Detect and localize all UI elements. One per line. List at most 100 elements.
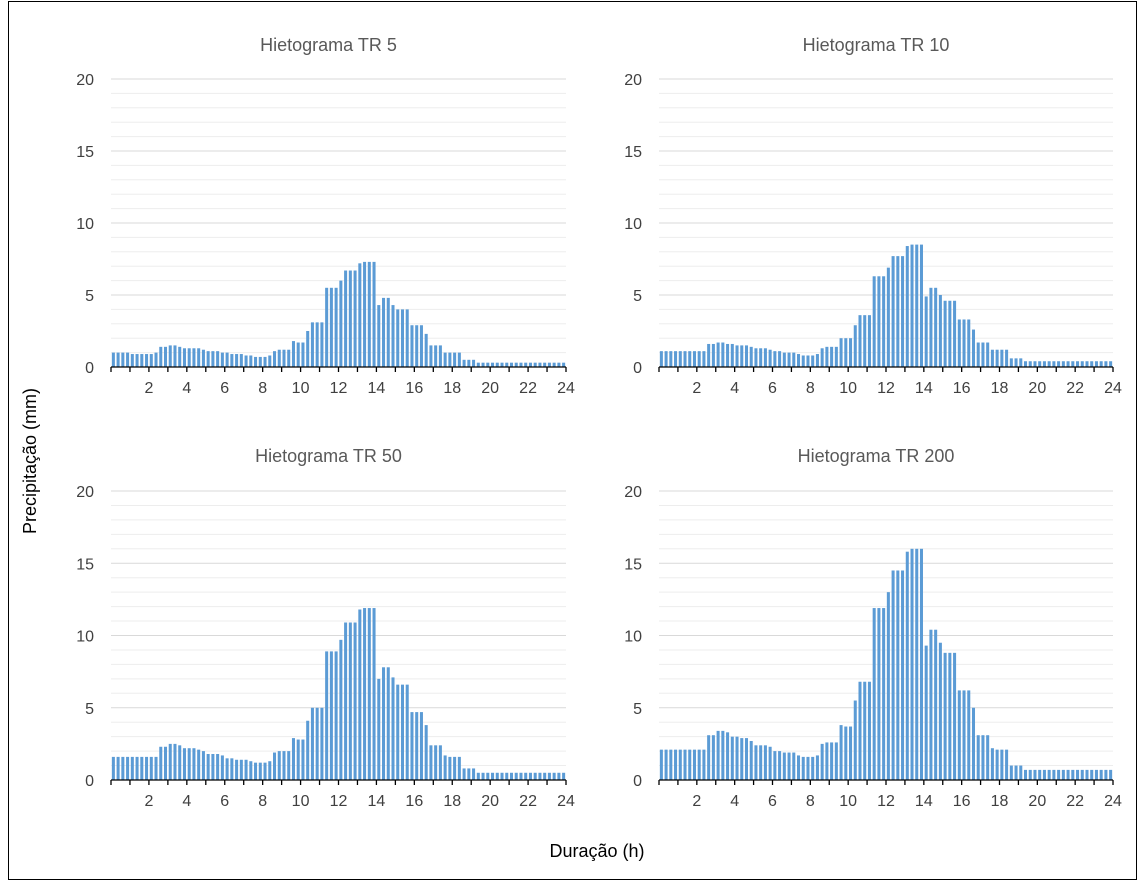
bar xyxy=(967,319,971,367)
bar xyxy=(1005,349,1009,367)
bar xyxy=(1109,769,1113,780)
bar xyxy=(121,756,125,780)
bar xyxy=(901,256,905,367)
x-tick-label: 22 xyxy=(1066,793,1084,810)
bar xyxy=(744,345,749,367)
bar xyxy=(339,280,343,367)
bar xyxy=(481,362,485,367)
bar xyxy=(1090,361,1094,367)
bar xyxy=(391,305,395,367)
bar xyxy=(825,742,829,780)
bar xyxy=(239,759,243,780)
bar xyxy=(372,261,376,367)
bar xyxy=(315,322,319,367)
bar xyxy=(683,749,687,780)
bar xyxy=(901,570,905,780)
bar xyxy=(481,772,485,780)
bar xyxy=(533,362,537,367)
x-tick-label: 8 xyxy=(806,380,815,397)
bar xyxy=(976,342,980,367)
bar xyxy=(995,749,999,780)
bar xyxy=(111,352,115,367)
bar xyxy=(344,270,348,367)
bar xyxy=(754,348,758,367)
bar xyxy=(886,592,890,780)
bar xyxy=(919,244,923,367)
bar xyxy=(1066,769,1070,780)
bar xyxy=(962,319,966,367)
bar xyxy=(1000,349,1004,367)
bar xyxy=(896,256,900,367)
bar xyxy=(905,551,909,780)
x-tick-label: 16 xyxy=(405,793,423,810)
bar xyxy=(697,749,701,780)
bar xyxy=(254,762,258,780)
bar xyxy=(726,732,730,780)
bar xyxy=(268,355,272,367)
bar xyxy=(211,351,215,367)
bar xyxy=(538,772,542,780)
bar xyxy=(820,348,824,367)
bar xyxy=(296,739,300,780)
bar xyxy=(929,629,933,780)
bar xyxy=(363,261,367,367)
bar xyxy=(811,756,815,780)
bar xyxy=(457,756,461,780)
bar xyxy=(1019,358,1023,367)
bar xyxy=(329,287,333,367)
bar xyxy=(1014,358,1018,367)
bar xyxy=(438,745,442,780)
bar xyxy=(149,756,153,780)
x-tick-label: 20 xyxy=(481,793,499,810)
bar xyxy=(396,309,400,367)
bar xyxy=(702,351,706,367)
bar xyxy=(759,348,763,367)
x-tick-label: 16 xyxy=(953,793,971,810)
bar xyxy=(154,756,158,780)
bar xyxy=(773,751,777,780)
bar xyxy=(225,758,229,780)
bar xyxy=(353,622,357,780)
bar xyxy=(216,753,220,780)
bar xyxy=(116,756,120,780)
x-tick-label: 2 xyxy=(692,793,701,810)
bar xyxy=(434,345,438,367)
bar xyxy=(882,276,886,367)
bar xyxy=(462,768,466,780)
chart-title: Hietograma TR 50 xyxy=(255,446,402,466)
bar xyxy=(443,352,447,367)
x-tick-label: 2 xyxy=(692,380,701,397)
bar xyxy=(1057,361,1061,367)
x-tick-label: 18 xyxy=(991,380,1009,397)
chart-title: Hietograma TR 5 xyxy=(260,35,397,55)
bar xyxy=(400,684,404,780)
bar xyxy=(872,276,876,367)
bar xyxy=(1052,769,1056,780)
bar xyxy=(1094,361,1098,367)
bar xyxy=(787,352,791,367)
bar xyxy=(410,325,414,367)
bar xyxy=(491,362,495,367)
bar xyxy=(216,351,220,367)
bar xyxy=(740,738,744,780)
bar xyxy=(111,756,115,780)
bar xyxy=(552,362,556,367)
bar xyxy=(853,700,857,780)
y-axis-label: Precipitação (mm) xyxy=(20,388,40,534)
bar xyxy=(938,642,942,780)
y-tick-label: 5 xyxy=(633,701,642,718)
bar xyxy=(834,346,838,367)
bar xyxy=(182,348,186,367)
bar xyxy=(273,752,277,780)
bar xyxy=(348,622,352,780)
bar xyxy=(1028,361,1032,367)
bar xyxy=(957,690,961,780)
bar xyxy=(528,772,532,780)
x-tick-label: 4 xyxy=(730,793,739,810)
bar xyxy=(957,319,961,367)
bar xyxy=(688,749,692,780)
bar xyxy=(377,678,381,780)
